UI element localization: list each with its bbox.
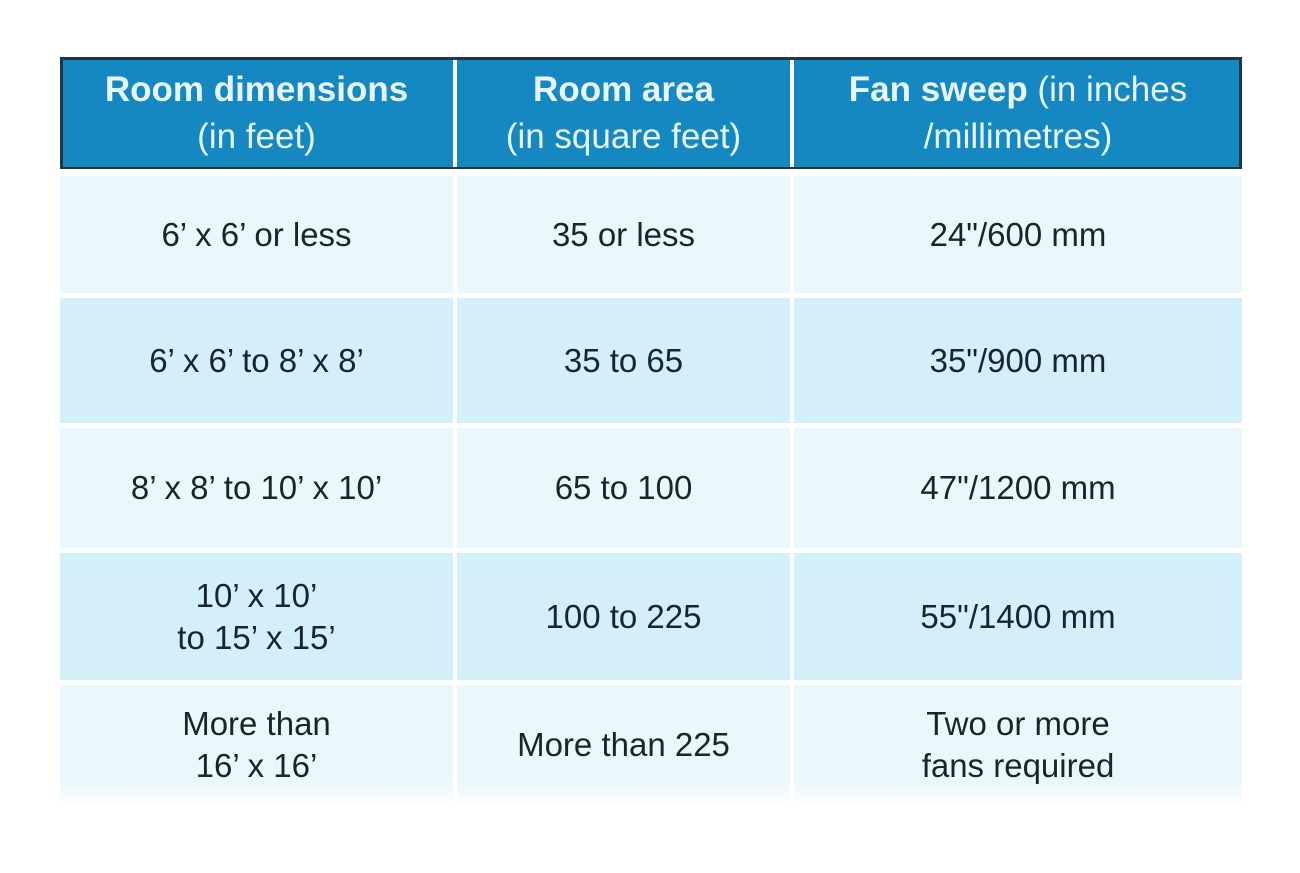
cell-fan-sweep: 47"/1200 mm: [794, 428, 1242, 548]
header-cell-room-dimensions: Room dimensions (in feet): [60, 57, 453, 169]
table-row: 6’ x 6’ or less 35 or less 24"/600 mm: [60, 176, 1242, 293]
cell-room-dimensions: 8’ x 8’ to 10’ x 10’: [60, 428, 453, 548]
cell-room-dimensions: 6’ x 6’ to 8’ x 8’: [60, 298, 453, 423]
cell-room-dimensions: More than 16’ x 16’: [60, 685, 453, 805]
header-line2: /millimetres): [923, 117, 1113, 156]
cell-room-dimensions: 10’ x 10’ to 15’ x 15’: [60, 553, 453, 680]
cell-fan-sweep: 55"/1400 mm: [794, 553, 1242, 680]
cell-room-area: 100 to 225: [457, 553, 790, 680]
cell-room-area: 35 to 65: [457, 298, 790, 423]
header-cell-room-area: Room area (in square feet): [457, 57, 790, 169]
table-row: 6’ x 6’ to 8’ x 8’ 35 to 65 35"/900 mm: [60, 298, 1242, 423]
header-line1: Room area: [533, 66, 714, 113]
table-row: More than 16’ x 16’ More than 225 Two or…: [60, 685, 1242, 805]
cell-room-area: More than 225: [457, 685, 790, 805]
header-line2: (in feet): [197, 117, 316, 156]
header-bold-text: Fan sweep: [848, 70, 1028, 109]
header-bold-text: Room dimensions: [104, 70, 409, 109]
header-cell-fan-sweep: Fan sweep (in inches /millimetres): [794, 57, 1242, 169]
cell-fan-sweep: Two or more fans required: [794, 685, 1242, 805]
table-row: 8’ x 8’ to 10’ x 10’ 65 to 100 47"/1200 …: [60, 428, 1242, 548]
header-line1: Room dimensions: [105, 66, 408, 113]
header-line2: (in square feet): [505, 117, 742, 156]
fan-size-table: Room dimensions (in feet) Room area (in …: [60, 57, 1242, 809]
cell-room-area: 65 to 100: [457, 428, 790, 548]
header-line1: Fan sweep (in inches: [849, 66, 1187, 113]
table-header-row: Room dimensions (in feet) Room area (in …: [60, 57, 1242, 169]
table-row: 10’ x 10’ to 15’ x 15’ 100 to 225 55"/14…: [60, 553, 1242, 680]
cell-fan-sweep: 35"/900 mm: [794, 298, 1242, 423]
cell-fan-sweep: 24"/600 mm: [794, 176, 1242, 293]
cell-room-dimensions: 6’ x 6’ or less: [60, 176, 453, 293]
cell-room-area: 35 or less: [457, 176, 790, 293]
header-normal-text: (in inches: [1027, 70, 1188, 109]
header-bold-text: Room area: [533, 70, 714, 109]
